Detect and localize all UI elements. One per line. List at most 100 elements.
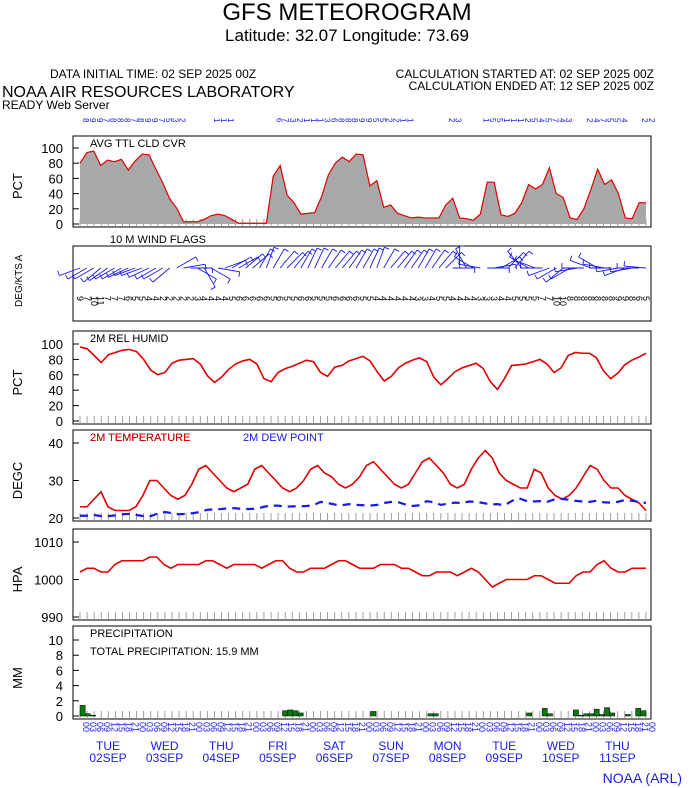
precip-bar [90, 714, 96, 717]
cloud-top-label: 5 [543, 118, 552, 123]
hour-label: 03 [541, 722, 551, 732]
ytick-label: 6 [56, 663, 63, 678]
precip-bar [292, 710, 299, 717]
wind-barb-flag [213, 278, 217, 284]
precip-bar [432, 713, 439, 717]
hour-label: 09 [215, 722, 225, 732]
wind-barb-flag [384, 246, 390, 250]
cloud-top-label: 2 [523, 118, 532, 123]
hour-label: 06 [265, 722, 275, 732]
ytick-label: 100 [41, 337, 63, 352]
wind-speed-label: 6 [275, 296, 285, 301]
wind-barb [509, 256, 529, 269]
wind-barb [307, 247, 318, 269]
hour-label: 15 [626, 722, 636, 732]
wind-barb-flag [507, 247, 512, 252]
wind-speed-label: 4 [496, 296, 506, 301]
wind-barb-flag [528, 250, 534, 255]
cloud-top-label: 2 [447, 118, 456, 123]
cloud-top-label: 2 [295, 118, 304, 123]
wind-speed-label: 8 [579, 296, 589, 301]
ytick-label: 80 [49, 156, 63, 171]
ytick-label: 60 [49, 171, 63, 186]
wind-barb [143, 267, 164, 280]
day-of-week-label: MON [434, 739, 462, 753]
hour-label: 00 [251, 722, 261, 732]
wind-barb [95, 267, 115, 280]
cloud-top-label: 1 [226, 118, 235, 123]
date-label: 08SEP [429, 751, 466, 765]
date-label: 06SEP [316, 751, 353, 765]
wind-speed-label: 8 [600, 296, 610, 301]
wind-speed-label: 7 [110, 296, 120, 301]
hour-label: 09 [102, 722, 112, 732]
wind-barb [596, 267, 619, 273]
wind-barb [514, 250, 530, 269]
hour-label: 18 [123, 722, 133, 732]
cloud-top-label: 9 [150, 118, 159, 123]
cloud-top-label: 6 [274, 118, 283, 123]
hour-label: 15 [513, 722, 523, 732]
hour-label: 12 [506, 722, 516, 732]
hour-label: 18 [350, 722, 360, 732]
wind-barb [528, 267, 550, 276]
hour-label: 00 [421, 722, 431, 732]
wind-barb-flag [514, 255, 518, 261]
cloud-top-label: 1 [502, 118, 511, 123]
precip-bar [427, 713, 434, 717]
hour-label: 06 [548, 722, 558, 732]
wind-speed-label: 5 [282, 296, 292, 301]
cloud-top-label: 1 [516, 118, 525, 123]
hour-label: 18 [406, 722, 416, 732]
cloud-top-label: 7 [129, 118, 138, 123]
wind-barb-flag [323, 247, 329, 251]
hour-label: 06 [605, 722, 615, 732]
hour-label: 15 [399, 722, 409, 732]
wind-speed-label: 4 [379, 296, 389, 301]
wind-speed-label: 4 [151, 296, 161, 301]
wind-speed-label: 2 [158, 296, 168, 301]
precip-bar [635, 708, 642, 717]
cloud-top-label: 5 [488, 118, 497, 123]
cloud-top-label: 8 [116, 118, 125, 123]
ytick-label: 20 [49, 399, 63, 414]
wind-barb [404, 249, 418, 269]
location-subtitle: Latitude: 32.07 Longitude: 73.69 [225, 26, 469, 45]
temp-panel-frame [72, 429, 652, 522]
lab-name: NOAA AIR RESOURCES LABORATORY [2, 84, 295, 101]
hour-label: 03 [145, 722, 155, 732]
hour-label: 18 [180, 722, 190, 732]
cloud-top-label: 7 [102, 118, 111, 123]
wind-barb [210, 267, 231, 280]
hour-label: 09 [385, 722, 395, 732]
wind-speed-label: 4 [213, 296, 223, 301]
y-axis-label: HPA [10, 566, 25, 592]
hour-label: 09 [159, 722, 169, 732]
wind-barb-flag [140, 274, 145, 280]
ytick-label: 80 [49, 352, 63, 367]
precip-bar [604, 707, 610, 717]
cloud-top-label: 5 [164, 118, 173, 123]
calc-started: CALCULATION STARTED AT: 02 SEP 2025 00Z [395, 67, 654, 81]
hour-label: 21 [583, 722, 593, 732]
cloud-top-label: 5 [371, 118, 380, 123]
wind-barb [300, 248, 313, 269]
day-of-week-label: FRI [268, 739, 287, 753]
day-of-week-label: THU [605, 739, 630, 753]
wind-speed-label: 9 [613, 296, 623, 301]
wind-speed-label: 10 [558, 296, 568, 306]
ytick-label: 10 [49, 633, 63, 648]
cloud-top-label: 1 [481, 118, 490, 123]
wind-barb [536, 267, 557, 280]
y-axis-label: PCT [10, 173, 25, 199]
hour-label: 15 [569, 722, 579, 732]
wind-barb-flag [523, 252, 528, 257]
wind-speed-label: 9 [75, 296, 85, 301]
hour-label: 09 [498, 722, 508, 732]
cloud-top-label: 8 [109, 118, 118, 123]
wind-speed-label: 4 [399, 296, 409, 301]
precip-bar [578, 714, 584, 717]
wind-speed-label: 10 [551, 296, 561, 306]
cloud-top-label: 1 [302, 118, 311, 123]
hour-label: 06 [491, 722, 501, 732]
